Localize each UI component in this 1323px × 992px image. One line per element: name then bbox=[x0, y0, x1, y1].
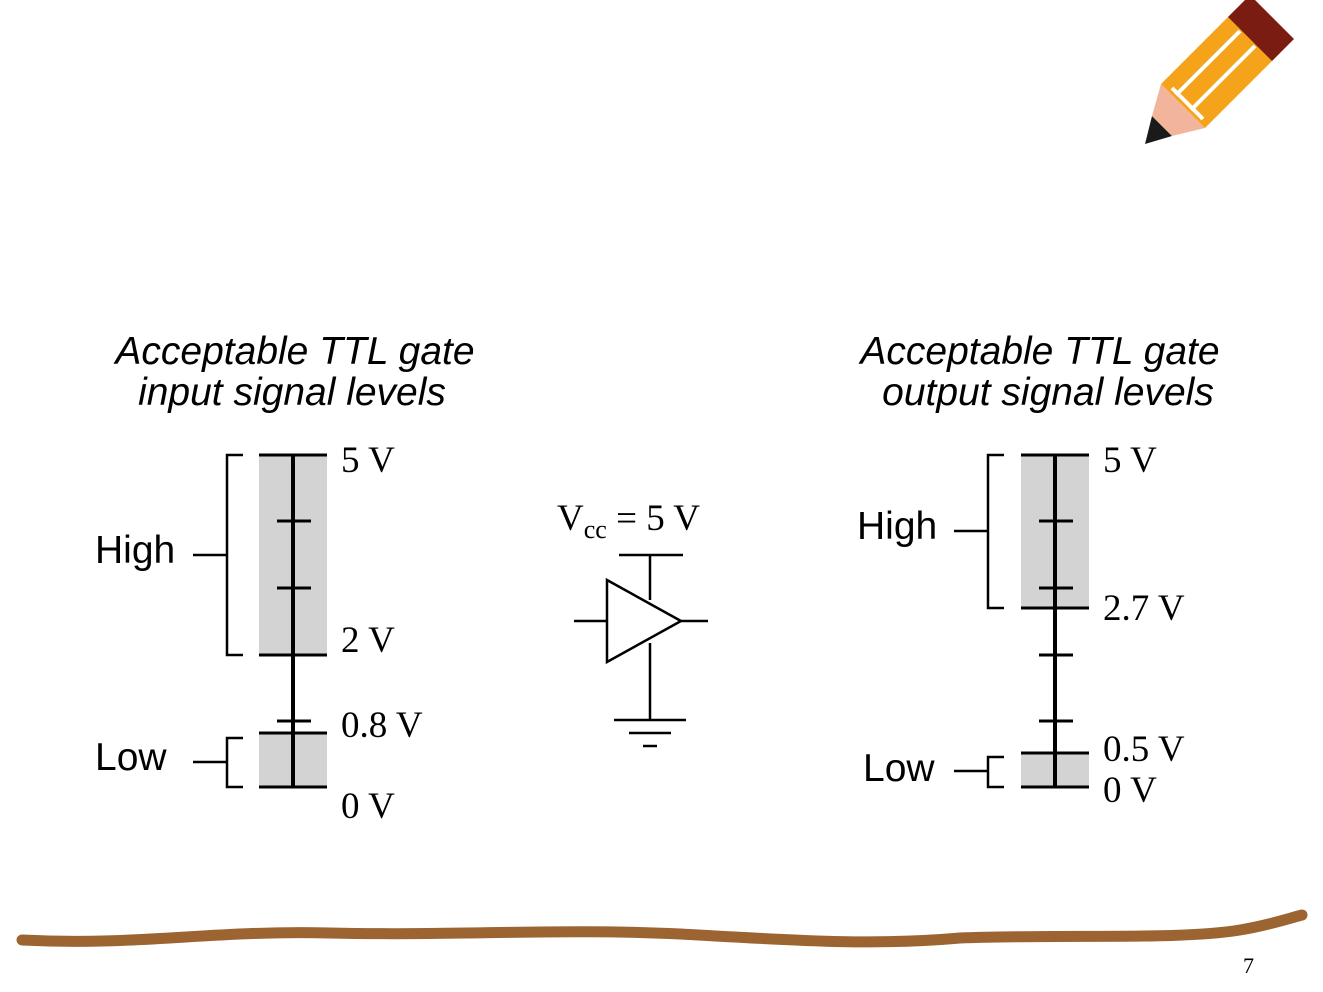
input-title-line1: Acceptable TTL gate bbox=[113, 330, 474, 373]
vcc-label-value: = 5 V bbox=[607, 498, 700, 539]
input-high-bracket bbox=[225, 453, 243, 657]
page-number: 7 bbox=[1243, 953, 1254, 978]
output-levels-panel: Acceptable TTL gate output signal levels… bbox=[857, 330, 1220, 811]
input-label-5v: 5 V bbox=[341, 440, 395, 481]
input-label-2v: 2 V bbox=[341, 620, 395, 661]
input-high-label: High bbox=[95, 529, 175, 572]
pencil-icon bbox=[1145, 0, 1294, 144]
input-low-bracket bbox=[225, 736, 243, 789]
pencil-wood bbox=[1152, 84, 1205, 136]
buffer-gate-symbol: Vcc = 5 V bbox=[557, 498, 708, 748]
pencil-eraser bbox=[1228, 0, 1294, 61]
vcc-label-subscript: cc bbox=[584, 515, 607, 544]
vcc-label-main: V bbox=[557, 498, 584, 539]
input-label-0v: 0 V bbox=[341, 786, 395, 827]
pencil-lead bbox=[1145, 116, 1172, 144]
output-label-2-7v: 2.7 V bbox=[1103, 588, 1185, 629]
output-label-0-5v: 0.5 V bbox=[1103, 729, 1185, 770]
output-high-label: High bbox=[857, 505, 937, 548]
output-low-bracket bbox=[986, 755, 1004, 789]
input-low-label: Low bbox=[95, 736, 167, 779]
input-levels-panel: Acceptable TTL gate input signal levels … bbox=[95, 330, 475, 827]
input-title-line2: input signal levels bbox=[138, 371, 446, 414]
output-title-line1: Acceptable TTL gate bbox=[858, 330, 1219, 373]
vcc-label: Vcc = 5 V bbox=[557, 498, 700, 544]
pencil-stripe bbox=[1170, 86, 1205, 121]
output-label-0v: 0 V bbox=[1103, 770, 1157, 811]
pencil-stripe bbox=[1174, 29, 1242, 97]
output-low-label: Low bbox=[863, 747, 935, 790]
output-label-5v: 5 V bbox=[1103, 440, 1157, 481]
pencil-stripe bbox=[1189, 44, 1257, 112]
buffer-triangle bbox=[605, 577, 684, 665]
brown-underline bbox=[16, 909, 1308, 948]
output-title-line2: output signal levels bbox=[882, 371, 1214, 414]
output-high-bracket bbox=[986, 453, 1004, 610]
input-label-0-8v: 0.8 V bbox=[341, 705, 423, 746]
